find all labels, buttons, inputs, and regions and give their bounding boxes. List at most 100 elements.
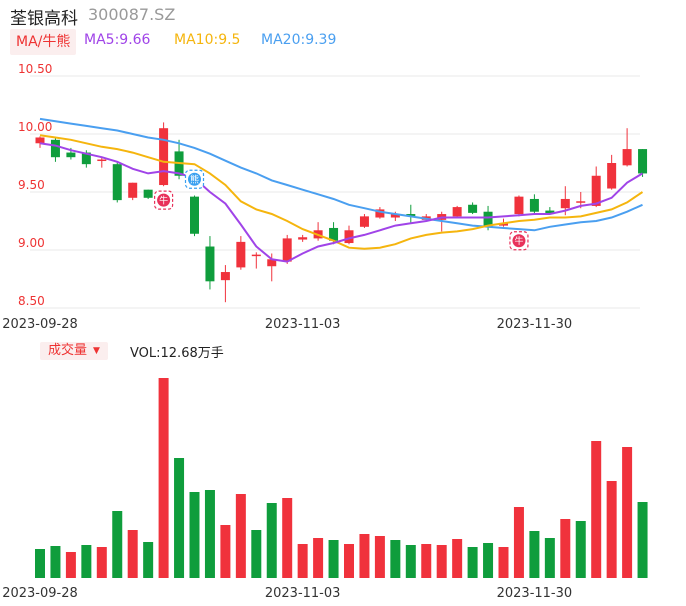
badge-dot — [512, 234, 526, 248]
volume-x-tick-label: 2023-09-28 — [2, 586, 78, 601]
volume-bar — [112, 511, 123, 578]
volume-bar — [328, 540, 339, 578]
y-tick-label: 10.50 — [18, 62, 52, 76]
candle — [313, 222, 323, 241]
volume-bar — [235, 494, 246, 578]
candle-body — [406, 214, 416, 217]
candle-body — [35, 137, 45, 144]
candle-body — [97, 159, 107, 162]
candle — [344, 225, 354, 245]
ma20-line — [39, 117, 643, 232]
y-tick-label: 9.50 — [18, 178, 45, 192]
volume-bar — [220, 525, 231, 578]
volume-bar — [313, 538, 324, 578]
volume-bar — [374, 536, 385, 578]
volume-bar — [359, 534, 370, 578]
volume-bar — [50, 546, 61, 578]
candle — [406, 204, 416, 224]
bull-badge: 牛 — [509, 231, 529, 251]
volume-bar — [606, 481, 617, 578]
candle — [97, 157, 107, 168]
candle-body — [359, 216, 369, 227]
y-tick-label: 8.50 — [18, 294, 45, 308]
candle-body — [468, 204, 478, 213]
candle-body — [591, 175, 601, 206]
volume-bar — [560, 519, 571, 578]
ma10-legend: MA10:9.5 — [174, 32, 240, 48]
candle — [545, 207, 555, 215]
x-tick-label: 2023-11-03 — [265, 317, 341, 332]
candle-body — [220, 272, 230, 281]
volume-bar — [498, 547, 509, 578]
volume-bar — [282, 498, 293, 578]
volume-bar — [513, 507, 524, 578]
candle-body — [329, 227, 339, 241]
volume-bar — [390, 540, 401, 578]
candle-body — [622, 149, 632, 166]
volume-bar — [529, 531, 540, 578]
candle-body — [576, 201, 586, 203]
candle-body — [638, 149, 648, 174]
volume-bar — [35, 549, 45, 578]
candle-body — [514, 196, 524, 215]
volume-x-tick-label: 2023-11-30 — [497, 586, 573, 601]
badge-dot — [157, 193, 171, 207]
dropdown-arrow-icon: ▼ — [93, 346, 100, 356]
volume-bar — [266, 503, 277, 578]
volume-bar — [189, 492, 200, 578]
ma5-legend: MA5:9.66 — [84, 32, 150, 48]
volume-bar — [483, 543, 494, 578]
candle-body — [375, 209, 385, 218]
candle — [220, 265, 230, 303]
volume-bar — [251, 530, 262, 578]
candle — [591, 166, 601, 208]
candle — [251, 252, 261, 269]
volume-bar — [158, 378, 169, 578]
volume-bar — [143, 542, 154, 578]
candle-body — [499, 223, 508, 226]
badge-text: 牛 — [159, 195, 168, 207]
volume-bar — [297, 544, 308, 578]
candle-body — [344, 230, 354, 244]
candle-body — [66, 152, 76, 158]
candle-body — [128, 182, 138, 198]
volume-bar — [174, 458, 185, 578]
badge-text: 牛 — [514, 235, 523, 247]
candle — [298, 234, 308, 242]
x-tick-label: 2023-09-28 — [2, 317, 78, 332]
stock-name: 荃银高科 — [10, 9, 78, 29]
candle-body — [483, 211, 493, 227]
candle — [622, 128, 632, 167]
candle-body — [390, 214, 400, 218]
volume-bar — [622, 447, 633, 578]
volume-toggle-label: 成交量 — [48, 343, 88, 358]
candle — [452, 205, 462, 218]
ma-toggle-button[interactable]: MA/牛熊 — [10, 29, 77, 55]
candle — [236, 236, 246, 270]
volume-bar — [127, 530, 138, 578]
candle-body — [236, 241, 246, 268]
volume-value: VOL:12.68万手 — [130, 346, 224, 361]
candle-body — [251, 254, 261, 257]
candle-body — [607, 163, 617, 189]
ma20-legend: MA20:9.39 — [261, 32, 336, 48]
volume-bar — [544, 538, 555, 578]
candle — [468, 202, 478, 215]
candle — [282, 234, 292, 264]
candle — [359, 214, 369, 228]
candle-body — [298, 237, 308, 240]
candle-body — [560, 198, 570, 209]
bear-badge: 熊 — [184, 169, 205, 189]
volume-bar — [436, 545, 447, 578]
ma5-legend-text: MA5:9.66 — [84, 32, 151, 48]
candle-body — [50, 139, 60, 158]
ma20-legend-text: MA20:9.39 — [261, 32, 337, 48]
candle-body — [452, 207, 462, 217]
volume-x-tick-label: 2023-11-03 — [265, 586, 341, 601]
volume-toggle-button[interactable]: 成交量 ▼ — [40, 342, 108, 360]
candle-body — [267, 259, 277, 267]
candle — [143, 189, 153, 199]
candle-body — [143, 189, 153, 198]
y-tick-label: 10.00 — [18, 120, 52, 134]
